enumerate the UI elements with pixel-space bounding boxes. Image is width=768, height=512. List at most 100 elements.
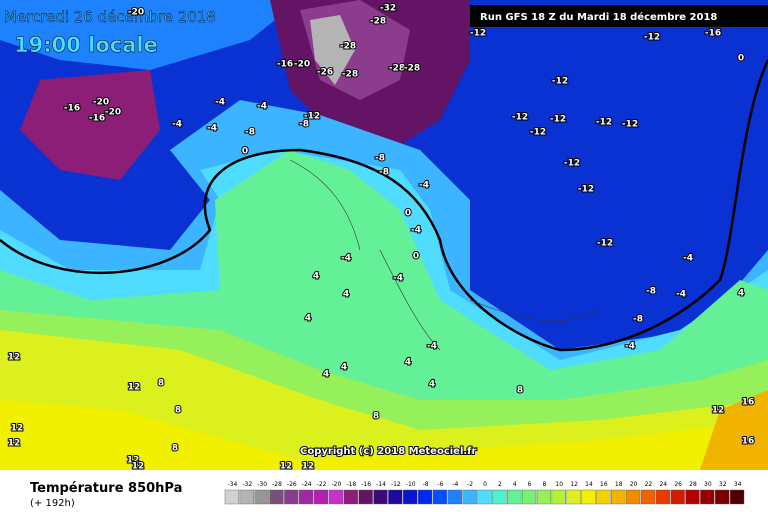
- legend-swatch: [492, 489, 507, 505]
- contour-label: 12: [128, 383, 141, 393]
- lead-time: (+ 192h): [30, 498, 75, 509]
- map-labels: -20-28-32-28-28-28-28-16 -20-26-16-20-16-…: [7, 3, 756, 473]
- legend-swatch: [596, 489, 611, 505]
- contour-label: -8: [379, 168, 389, 178]
- legend-label: 12: [570, 481, 578, 488]
- legend-swatch: [373, 489, 388, 505]
- legend-swatch: [417, 489, 433, 505]
- contour-label: -16: [64, 104, 80, 114]
- footer-title: Température 850hPa: [30, 481, 182, 496]
- legend-swatch: [655, 489, 670, 505]
- contour-label: -4: [215, 98, 225, 108]
- contour-label: -8: [375, 154, 385, 164]
- legend-label: 4: [513, 481, 517, 488]
- legend-label: 8: [543, 481, 547, 488]
- contour-label: 12: [8, 439, 21, 449]
- legend-swatch: [254, 489, 269, 505]
- legend-swatch: [313, 489, 329, 505]
- legend-swatch: [447, 489, 462, 505]
- legend-label: -22: [317, 481, 327, 488]
- legend-swatch: [477, 489, 492, 505]
- contour-label: -4: [341, 254, 351, 264]
- legend-label: 24: [659, 481, 667, 488]
- legend-label: 0: [483, 481, 487, 488]
- contour-label: -28: [340, 42, 356, 52]
- legend-swatch: [700, 489, 715, 505]
- contour-label: 0: [413, 252, 419, 262]
- contour-label: -12: [550, 115, 566, 125]
- contour-label: 8: [517, 386, 523, 396]
- contour-label: 4: [305, 314, 311, 324]
- legend-swatch: [625, 489, 641, 505]
- contour-label: 8: [175, 406, 181, 416]
- legend-label: 16: [600, 481, 608, 488]
- legend-label: 28: [689, 481, 697, 488]
- legend-swatch: [581, 489, 596, 505]
- contour-label: -16: [277, 60, 293, 70]
- legend-label: -20: [332, 481, 342, 488]
- contour-label: -12: [470, 29, 486, 39]
- run-info: Run GFS 18 Z du Mardi 18 décembre 2018: [480, 11, 717, 23]
- contour-label: 12: [8, 353, 21, 363]
- contour-label: -8: [299, 120, 309, 130]
- contour-label: -28: [370, 17, 386, 27]
- legend-swatch: [566, 489, 581, 505]
- legend-swatch: [507, 489, 522, 505]
- contour-label: -16: [705, 29, 721, 39]
- legend-swatch: [224, 489, 240, 505]
- legend-label: -34: [228, 481, 238, 488]
- contour-label: 12: [127, 456, 140, 466]
- contour-label: 4: [341, 363, 347, 373]
- legend-label: 14: [585, 481, 593, 488]
- contour-label: -4: [419, 181, 429, 191]
- legend-swatch: [343, 489, 358, 505]
- contour-label: -28: [389, 64, 405, 74]
- map-background: [0, 0, 768, 470]
- contour-label: 8: [172, 444, 178, 454]
- contour-label: 4: [313, 272, 319, 282]
- legend-label: 2: [498, 481, 502, 488]
- contour-label: 12: [302, 462, 315, 472]
- contour-label: 12: [11, 424, 24, 434]
- legend-label: 34: [734, 481, 742, 488]
- contour-label: -12: [597, 239, 613, 249]
- legend-swatch: [729, 489, 745, 505]
- copyright: Copyright (c) 2018 Meteociel.fr: [300, 446, 477, 457]
- contour-label: 12: [280, 462, 293, 472]
- legend-label: -14: [376, 481, 386, 488]
- contour-label: -16: [89, 114, 105, 124]
- contour-label: 4: [323, 370, 329, 380]
- legend-label: 6: [528, 481, 532, 488]
- legend-label: -24: [302, 481, 312, 488]
- contour-label: -28: [404, 64, 420, 74]
- legend-label: 32: [719, 481, 727, 488]
- contour-label: 8: [158, 379, 164, 389]
- contour-label: -20: [105, 108, 121, 118]
- contour-label: 0: [242, 147, 248, 157]
- legend-label: -10: [406, 481, 416, 488]
- legend-label: -12: [391, 481, 401, 488]
- contour-label: -4: [625, 342, 635, 352]
- contour-label: -12: [644, 33, 660, 43]
- legend-swatch: [536, 489, 552, 505]
- contour-label: 0: [738, 54, 744, 64]
- legend-label: 18: [615, 481, 623, 488]
- color-legend: -34 -32 -30 -28 -26 -24 -22 -20 -18 -16 -14 -12 -10-…: [224, 481, 745, 505]
- legend-label: -2: [467, 481, 473, 488]
- legend-swatch: [388, 489, 403, 505]
- contour-label: 16: [742, 437, 755, 447]
- contour-label: -4: [393, 274, 403, 284]
- legend-label: 20: [630, 481, 638, 488]
- legend-swatch: [299, 489, 314, 505]
- legend-swatch: [670, 489, 685, 505]
- contour-label: -4: [676, 290, 686, 300]
- contour-label: -28: [342, 70, 358, 80]
- legend-label: -26: [287, 481, 297, 488]
- contour-label: -12: [578, 185, 594, 195]
- legend-label: 26: [674, 481, 682, 488]
- contour-label: -12: [552, 77, 568, 87]
- contour-label: -4: [427, 342, 437, 352]
- date: Mercredi 26 décembre 2018: [4, 8, 216, 26]
- legend-swatch: [284, 489, 299, 505]
